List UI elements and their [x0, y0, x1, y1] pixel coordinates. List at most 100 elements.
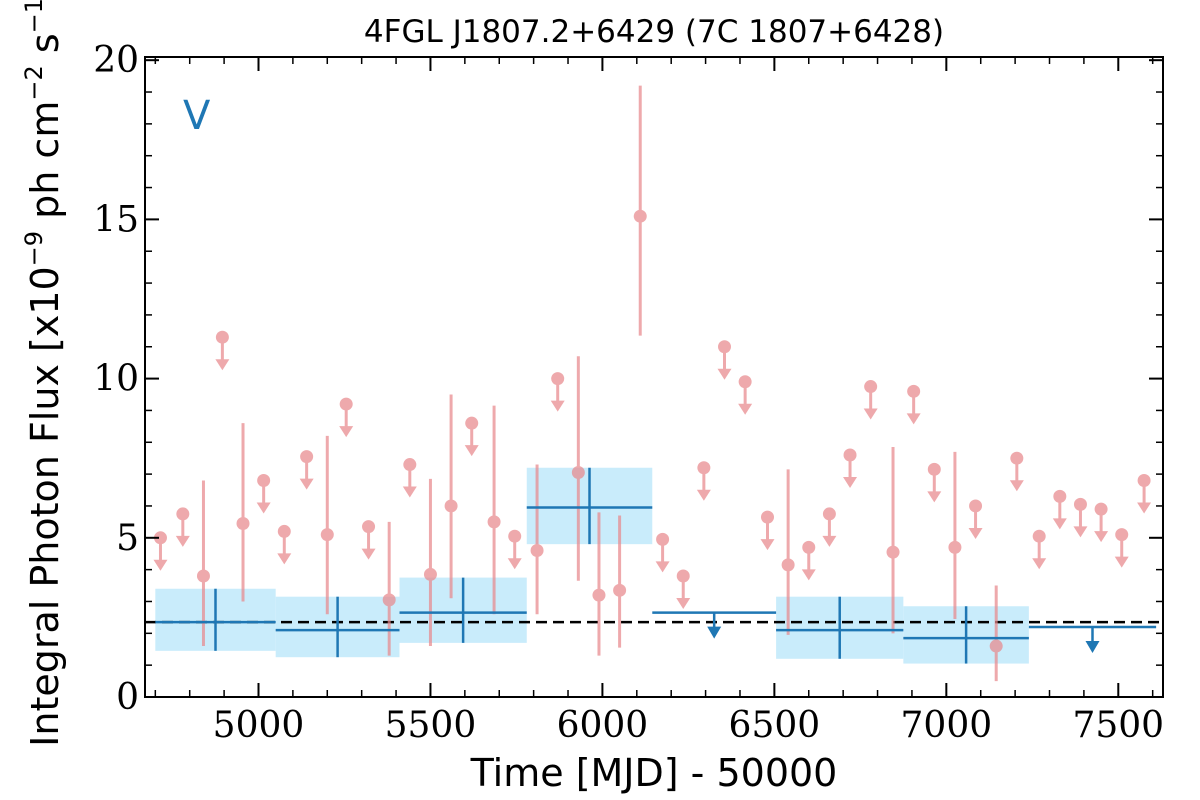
fine-point-8 [320, 435, 334, 615]
fine-point-20 [571, 356, 585, 581]
fine-point-44 [1073, 497, 1088, 538]
fine-point-marker [320, 528, 334, 542]
fine-point-27 [717, 340, 732, 380]
y-axis-title-main: Integral Photon Flux [x10 [23, 266, 67, 747]
coarse-upper-limit-arrow [1085, 640, 1100, 653]
fine-point-marker [864, 380, 878, 394]
fine-upper-limit-arrow [738, 403, 753, 415]
fine-point-24 [655, 532, 670, 573]
fine-upper-limit-arrow [299, 478, 314, 490]
y-axis-title-mid: ph cm [23, 101, 67, 231]
coarse-bin-4 [652, 611, 777, 639]
fine-upper-limit-arrow [717, 368, 732, 380]
fine-point-5 [256, 473, 271, 514]
fine-point-marker [1032, 529, 1046, 543]
fine-point-13 [423, 478, 437, 647]
fine-point-22 [613, 515, 627, 648]
fine-point-marker [1073, 497, 1087, 511]
fine-point-46 [1114, 528, 1129, 568]
x-tick-label: 7500 [1072, 705, 1164, 746]
fine-point-marker [1053, 489, 1067, 503]
fine-point-marker [277, 524, 291, 538]
fine-point-marker [656, 532, 670, 546]
fine-point-15 [464, 416, 479, 457]
y-tick-label: 5 [116, 518, 139, 559]
fine-point-marker [382, 593, 396, 607]
fine-upper-limit-arrow [760, 539, 775, 551]
fine-point-47 [1137, 473, 1152, 514]
fine-upper-limit-arrow [863, 408, 878, 420]
fine-point-18 [530, 464, 544, 615]
y-tick-label: 10 [93, 359, 139, 400]
fine-upper-limit-arrow [843, 477, 858, 489]
fine-point-16 [487, 405, 501, 615]
fine-point-2 [196, 480, 210, 647]
fine-upper-limit-arrow [801, 569, 816, 581]
fine-point-marker [718, 340, 732, 354]
fine-point-12 [402, 458, 417, 498]
fine-point-marker [176, 507, 190, 521]
fine-point-28 [738, 375, 753, 415]
y-tick-label: 0 [116, 677, 139, 718]
fine-upper-limit-arrow [1073, 526, 1088, 538]
fine-point-29 [760, 510, 775, 551]
fine-point-marker [1094, 502, 1108, 516]
fine-upper-limit-arrow [361, 548, 376, 560]
fine-point-14 [444, 394, 458, 599]
panel-label: V [183, 93, 211, 139]
fine-point-31 [801, 540, 816, 581]
fine-upper-limit-arrow [277, 553, 292, 565]
fine-upper-limit-arrow [696, 489, 711, 501]
fine-point-marker [886, 545, 900, 559]
fine-point-9 [339, 397, 354, 438]
coarse-bin-2 [399, 577, 527, 643]
fine-point-11 [382, 521, 396, 656]
y-axis-title-exp-2: −2 [20, 65, 48, 100]
x-tick-label: 7000 [901, 705, 993, 746]
fine-point-marker [153, 531, 167, 545]
fine-upper-limit-arrow [339, 426, 354, 438]
chart-title: 4FGL J1807.2+6429 (7C 1807+6428) [364, 14, 944, 50]
fine-point-6 [277, 524, 292, 565]
fine-point-marker [487, 515, 501, 529]
fine-point-marker [236, 516, 250, 530]
fine-point-32 [822, 507, 837, 547]
fine-upper-limit-arrow [550, 400, 565, 412]
y-axis-title-exp-3: −1 [20, 0, 48, 33]
fine-upper-limit-arrow [1137, 502, 1152, 514]
x-axis-title: Time [MJD] - 50000 [470, 751, 838, 795]
fine-upper-limit-arrow [906, 413, 921, 425]
fine-upper-limit-arrow [1114, 556, 1129, 568]
fine-point-39 [968, 499, 983, 539]
x-tick-label: 6500 [729, 705, 821, 746]
fine-point-0 [153, 531, 168, 571]
fine-point-marker [257, 473, 271, 487]
fine-point-10 [361, 520, 376, 560]
fine-point-marker [989, 639, 1003, 653]
fine-upper-limit-arrow [676, 598, 691, 610]
fine-point-35 [886, 447, 900, 634]
fine-point-marker [362, 520, 376, 534]
fine-point-30 [781, 469, 795, 635]
fine-point-4 [236, 423, 250, 602]
coarse-bin-7 [1028, 625, 1157, 653]
fine-point-marker [948, 540, 962, 554]
fine-point-marker [465, 416, 479, 430]
coarse-bin-5 [776, 596, 904, 659]
fine-point-marker [676, 569, 690, 583]
fine-point-42 [1032, 529, 1047, 570]
fine-point-marker [1115, 528, 1129, 542]
fine-point-marker [215, 330, 229, 344]
plot-area: 5000 5500 6000 6500 7000 7500 0 5 10 15 20 V [93, 40, 1164, 746]
fine-point-marker [1010, 451, 1024, 465]
fine-point-40 [989, 585, 1003, 682]
fine-point-17 [507, 529, 522, 570]
fine-point-marker [196, 569, 210, 583]
coarse-upper-limit-arrow [707, 626, 722, 639]
fine-point-marker [822, 507, 836, 521]
coarse-bin-1 [275, 596, 400, 658]
fine-point-marker [592, 588, 606, 602]
x-tick-label: 6000 [557, 705, 649, 746]
fine-point-34 [863, 380, 878, 420]
